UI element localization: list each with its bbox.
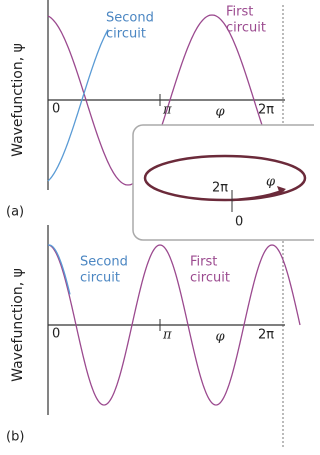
figure: Wavefunction, ψ0πφ2π(a)SecondcircuitFirs… <box>0 0 314 455</box>
panel-tag: (b) <box>6 430 24 445</box>
inset-phi: φ <box>266 175 276 190</box>
inset-zero: 0 <box>235 215 243 230</box>
y-label: Wavefunction, ψ <box>10 268 26 382</box>
first-label: First <box>226 5 253 20</box>
first-label: circuit <box>226 21 266 36</box>
y-label: Wavefunction, ψ <box>10 43 26 157</box>
axis-phi: φ <box>215 330 225 345</box>
first-label: circuit <box>190 271 230 286</box>
tick-0: 0 <box>52 327 60 342</box>
tick-pi-label: π <box>162 103 172 118</box>
second-label: circuit <box>106 27 146 42</box>
tick-0: 0 <box>52 102 60 117</box>
inset-2pi: 2π <box>212 181 228 196</box>
tick-pi-label: π <box>162 328 172 343</box>
first-label: First <box>190 255 217 270</box>
panel-tag: (a) <box>6 205 24 220</box>
second-label: Second <box>106 11 154 26</box>
tick-2pi: 2π <box>258 328 274 343</box>
second-label: Second <box>80 255 128 270</box>
second-label: circuit <box>80 271 120 286</box>
axis-phi: φ <box>215 105 225 120</box>
tick-2pi: 2π <box>258 103 274 118</box>
